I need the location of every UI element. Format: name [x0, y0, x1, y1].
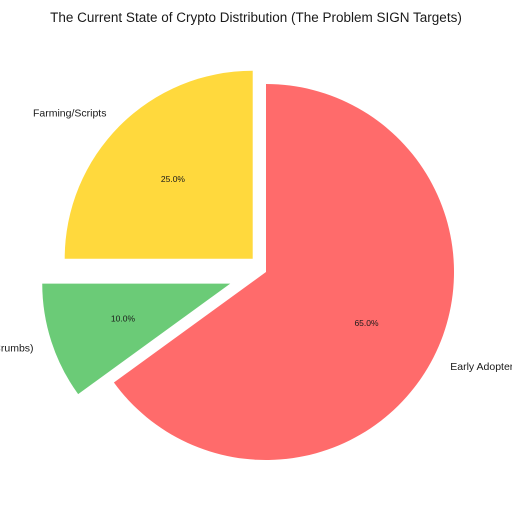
pie-slice-2 — [113, 84, 454, 461]
pie-slice-label-2: Early Adopters/Bots — [450, 361, 512, 373]
pie-slice-percent-2: 65.0% — [354, 318, 379, 328]
pie-slice-label-1: Core Builders (Crumbs) — [0, 343, 34, 355]
chart-title: The Current State of Crypto Distribution… — [50, 10, 462, 25]
pie-slice-label-0: Farming/Scripts — [33, 107, 107, 119]
pie-slice-percent-1: 10.0% — [111, 313, 136, 323]
pie-slice-percent-0: 25.0% — [161, 174, 186, 184]
pie-slice-1 — [42, 283, 231, 395]
pie-slice-0 — [64, 70, 253, 259]
